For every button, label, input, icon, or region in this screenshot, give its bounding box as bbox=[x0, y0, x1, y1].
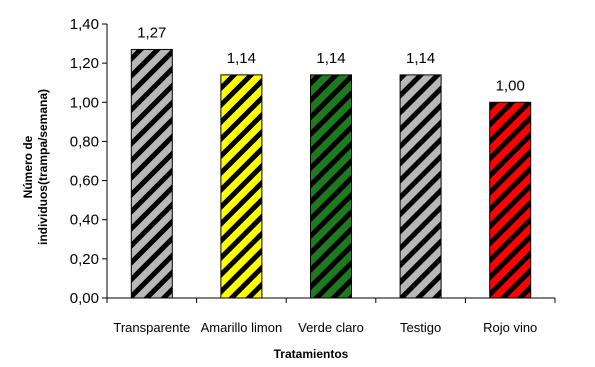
x-axis-labels: Transparente Amarillo limon Verde claro Tes… bbox=[107, 298, 555, 335]
y-axis-title: Número de individuos(trampa/semana) bbox=[21, 89, 50, 245]
x-category-label: Rojo vino bbox=[483, 320, 537, 335]
x-category-label: Transparente bbox=[113, 320, 190, 335]
bar-rojo-vino bbox=[490, 102, 531, 298]
data-label: 1,14 bbox=[316, 50, 345, 67]
data-label: 1,27 bbox=[137, 24, 166, 41]
x-category-label: Testigo bbox=[400, 320, 441, 335]
data-label: 1,00 bbox=[496, 77, 525, 94]
x-category-label: Amarillo limon bbox=[201, 320, 283, 335]
y-tick-label: 0,80 bbox=[70, 133, 99, 150]
y-tick-label: 0,00 bbox=[70, 290, 99, 307]
y-axis-title-line-2: individuos(trampa/semana) bbox=[36, 89, 50, 245]
x-axis-title: Tratamientos bbox=[274, 347, 349, 361]
bars: 1,27 1,14 1,14 1,14 1,00 bbox=[131, 24, 530, 298]
y-tick-label: 0,20 bbox=[70, 251, 99, 268]
y-axis-title-line-1: Número de bbox=[21, 135, 35, 198]
y-tick-label: 1,00 bbox=[70, 94, 99, 111]
y-tick-label: 1,20 bbox=[70, 55, 99, 72]
y-tick-label: 0,60 bbox=[70, 173, 99, 190]
y-tick-label: 0,40 bbox=[70, 212, 99, 229]
data-label: 1,14 bbox=[227, 50, 256, 67]
bar-transparente bbox=[131, 49, 172, 298]
bar-verde-claro bbox=[311, 75, 352, 298]
x-category-label: Verde claro bbox=[298, 320, 364, 335]
y-tick-label: 1,40 bbox=[70, 16, 99, 33]
data-label: 1,14 bbox=[406, 50, 435, 67]
y-axis-ticks: 0,00 0,20 0,40 0,60 0,80 1,00 1,20 1,40 bbox=[70, 16, 107, 307]
bar-testigo bbox=[400, 75, 441, 298]
bar-amarillo-limon bbox=[221, 75, 262, 298]
